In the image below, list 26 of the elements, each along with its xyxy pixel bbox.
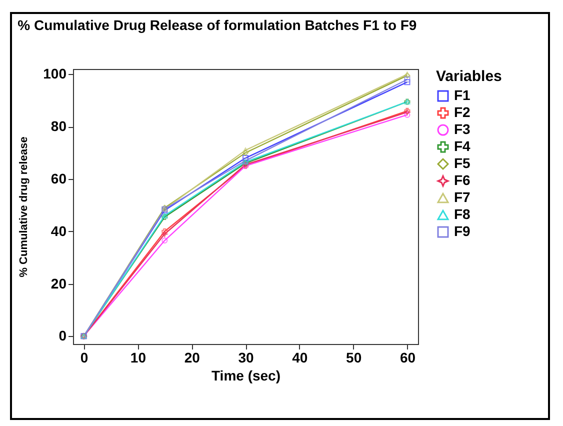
y-tick-label: 60 [50,170,67,186]
x-tick-label: 0 [80,350,88,366]
x-tick-label: 10 [130,350,146,366]
y-tick-label: 20 [50,275,67,292]
chart-title: % Cumulative Drug Release of formulation Batches F1 to F9 [18,17,417,34]
legend-label: F5 [454,155,471,171]
legend-label: F3 [454,121,471,137]
legend-label: F7 [454,189,471,205]
x-axis-title: Time (sec) [212,368,280,384]
x-tick-label: 30 [238,350,254,366]
y-tick-label: 40 [50,222,67,239]
legend-label: F8 [454,206,471,222]
legend-label: F2 [454,104,471,120]
legend-label: F4 [454,138,471,154]
y-axis-title: % Cumulative drug release [18,136,30,278]
y-tick-label: 0 [58,328,67,344]
legend-label: F9 [454,223,471,239]
legend-title: Variables [436,68,502,85]
x-tick-label: 40 [292,350,308,366]
legend-label: F6 [454,172,471,188]
y-tick-label: 100 [43,66,67,82]
x-tick-label: 20 [184,350,200,366]
y-tick-label: 80 [50,118,67,134]
x-tick-label: 60 [400,350,416,366]
x-tick-label: 50 [346,350,362,366]
legend-label: F1 [454,87,471,103]
